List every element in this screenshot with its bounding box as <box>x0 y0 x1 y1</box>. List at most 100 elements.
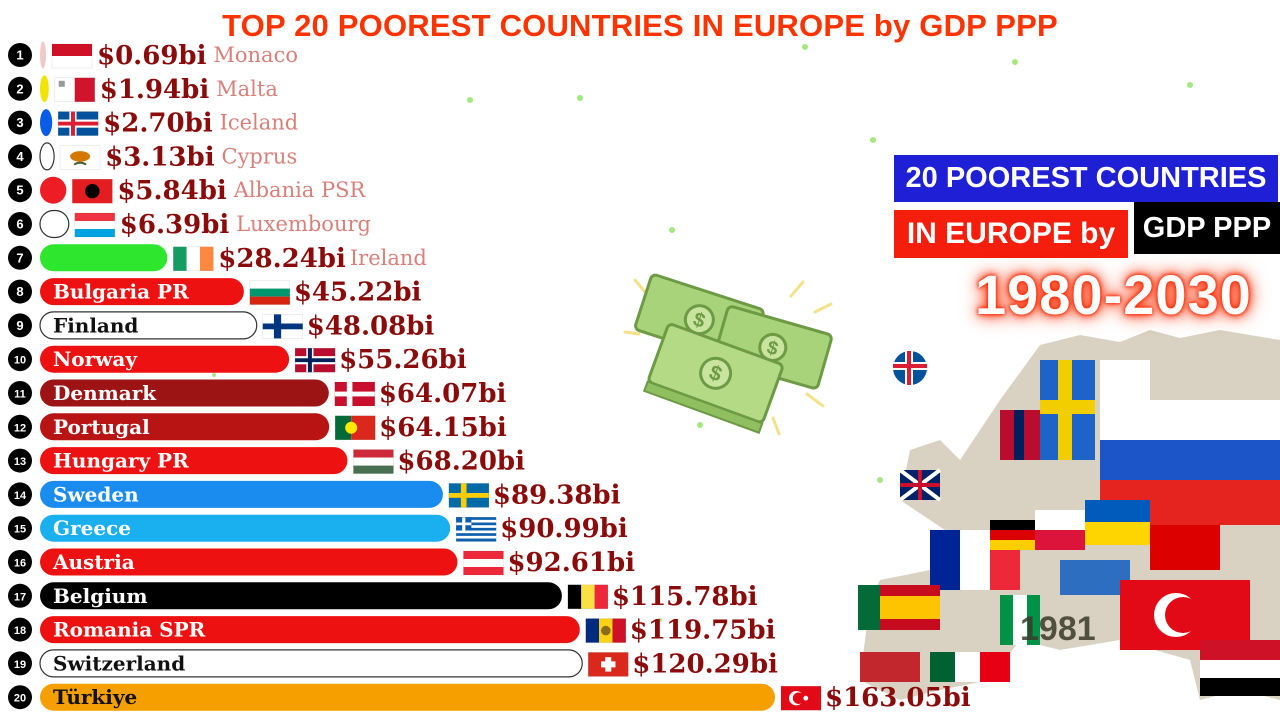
bar-row-8: 8 Bulgaria PR $45.22bi <box>8 278 422 308</box>
bar-row-13: 13 Hungary PR $68.20bi <box>8 447 525 477</box>
rank-label: 11 <box>14 389 26 401</box>
bar <box>39 209 70 239</box>
value-label: $6.39bi <box>120 210 230 240</box>
rank-label: 7 <box>16 250 23 265</box>
country-label: Finland <box>53 313 138 337</box>
bar-row-12: 12 Portugal $64.15bi <box>8 413 507 443</box>
rank-label: 13 <box>14 456 26 468</box>
country-label: Sweden <box>53 482 139 506</box>
country-label: Portugal <box>53 415 150 439</box>
value-label: $5.84bi <box>117 176 227 206</box>
rank-circle <box>8 347 32 372</box>
flag-luxembourg-icon <box>74 212 116 238</box>
flag-belgium-icon <box>567 584 609 610</box>
value-label: $119.75bi <box>630 616 776 646</box>
value-label: $68.20bi <box>397 447 525 477</box>
bars-layer: 1 $0.69bi Monaco 2 $1.94bi Malta 3 $2.70bi Icela… <box>8 41 971 713</box>
rank-label: 3 <box>16 115 23 130</box>
flag-ireland-icon <box>173 246 214 272</box>
rank-label: 9 <box>16 318 23 333</box>
country-label: Hungary PR <box>53 449 189 473</box>
rank-circle <box>8 414 32 439</box>
rank-circle <box>8 212 32 236</box>
rank-circle <box>8 685 32 710</box>
background-sparkles <box>212 44 1193 622</box>
flag-monaco-icon <box>51 43 93 69</box>
rank-circle <box>8 550 32 574</box>
rank-label: 17 <box>14 591 26 603</box>
value-label: $92.61bi <box>507 548 635 578</box>
bar <box>40 582 562 610</box>
rank-circle <box>8 651 32 676</box>
value-label: $1.94bi <box>100 75 210 105</box>
rank-label: 20 <box>14 693 26 705</box>
bar <box>40 278 244 306</box>
rank-circle <box>8 482 32 507</box>
bar-row-11: 11 Denmark $64.07bi <box>8 379 507 409</box>
rank-label: 16 <box>14 558 26 570</box>
bar <box>40 379 329 407</box>
country-label: Monaco <box>213 43 298 67</box>
country-label: Albania PSR <box>233 178 367 202</box>
flag-greece-icon <box>455 516 497 542</box>
chart-title: TOP 20 POOREST COUNTRIES IN EUROPE by GD… <box>222 8 1058 43</box>
rank-circle <box>8 76 32 101</box>
rank-circle <box>8 617 32 642</box>
value-label: $163.05bi <box>825 683 971 713</box>
flag-switzerland-icon <box>587 652 629 677</box>
rank-circle <box>8 178 32 203</box>
country-label: Cyprus <box>222 144 298 168</box>
flag-iceland-icon <box>57 111 99 136</box>
flag-finland-icon <box>262 314 303 339</box>
rank-label: 6 <box>16 217 23 232</box>
rank-circle <box>8 144 32 169</box>
current-year: 1981 <box>1020 610 1096 648</box>
country-label: Türkiye <box>53 685 137 709</box>
flag-austria-icon <box>463 550 504 576</box>
rank-circle <box>8 583 32 608</box>
rank-label: 14 <box>14 490 27 502</box>
bar-row-7: 7 $28.24bi Ireland <box>8 244 427 274</box>
country-label: Malta <box>216 77 278 101</box>
country-label: Luxembourg <box>236 212 371 236</box>
value-label: $2.70bi <box>103 109 213 139</box>
flag-turkey-icon <box>780 685 822 711</box>
bar <box>40 345 290 373</box>
rank-circle <box>8 448 32 473</box>
bar <box>40 41 46 69</box>
country-label: Greece <box>53 516 131 540</box>
flag-portugal-icon <box>334 415 376 441</box>
bar-row-20: 20 Türkiye $163.05bi <box>8 683 971 713</box>
bar-row-3: 3 $2.70bi Iceland <box>8 109 298 139</box>
flag-romania-icon <box>585 618 627 643</box>
bar <box>39 649 583 678</box>
bar <box>40 244 168 272</box>
rank-circle <box>8 313 32 338</box>
rank-label: 8 <box>16 284 23 299</box>
bar-row-16: 16 Austria $92.61bi <box>8 548 635 578</box>
flag-hungary-icon <box>353 449 394 474</box>
flag-albania-icon <box>72 178 113 204</box>
value-label: $48.08bi <box>307 311 435 341</box>
rank-label: 18 <box>14 625 26 637</box>
bar <box>40 514 451 542</box>
value-label: $55.26bi <box>339 345 467 375</box>
badge-in-europe: IN EUROPE by <box>894 210 1128 258</box>
flag-norway-icon <box>294 347 336 373</box>
flag-sweden-icon <box>448 483 490 508</box>
rank-label: 4 <box>16 149 24 164</box>
country-label: Belgium <box>53 584 148 608</box>
badge-gdp-ppp: GDP PPP <box>1134 202 1280 254</box>
rank-circle <box>8 43 32 67</box>
bar <box>40 75 49 103</box>
country-label: Austria <box>52 550 135 574</box>
bar-row-6: 6 $6.39bi Luxembourg <box>8 209 371 240</box>
bar <box>40 413 330 441</box>
bar-row-1: 1 $0.69bi Monaco <box>8 41 298 71</box>
value-label: $120.29bi <box>632 649 778 679</box>
bar-row-14: 14 Sweden $89.38bi <box>8 480 621 510</box>
value-label: $90.99bi <box>500 514 628 544</box>
country-label: Switzerland <box>53 651 185 675</box>
bar-row-10: 10 Norway $55.26bi <box>8 345 467 375</box>
